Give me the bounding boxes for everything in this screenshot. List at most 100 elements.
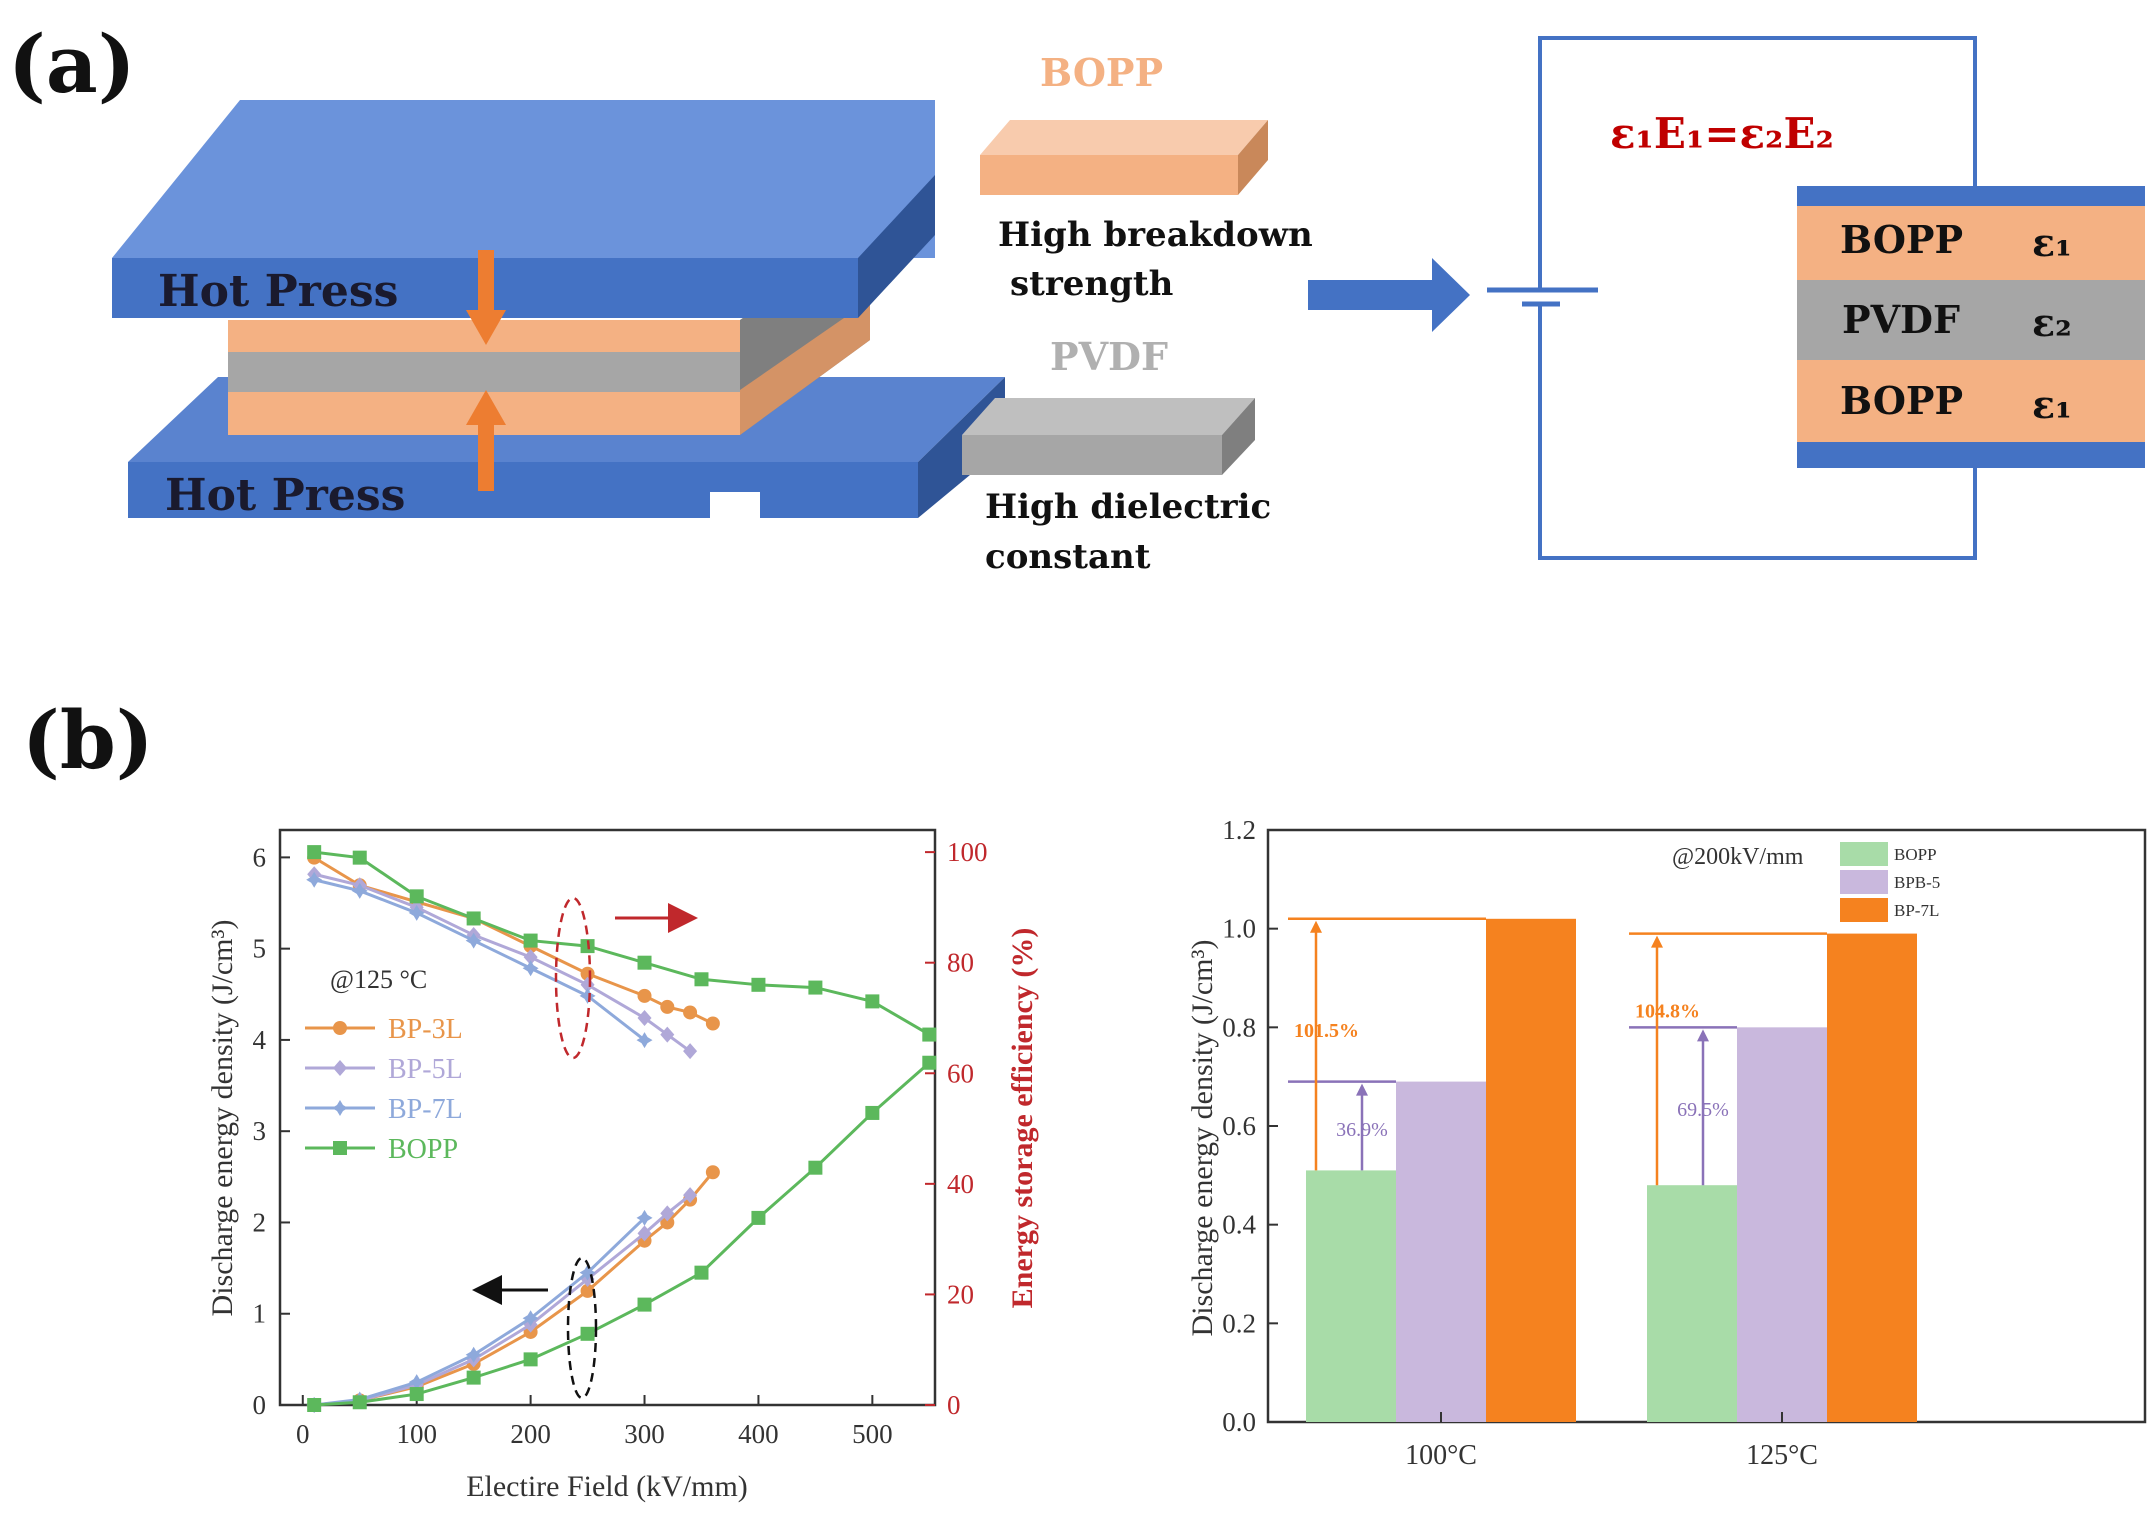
series-bopp-energy-point: [808, 1160, 823, 1175]
series-bopp-efficiency-point: [523, 933, 538, 948]
series-bopp-efficiency-point: [865, 994, 880, 1009]
layer-3-name: BOPP: [1840, 378, 1963, 423]
y2-tick-label: 0: [947, 1390, 961, 1420]
series-bp-3l-energy-point: [580, 1283, 595, 1298]
y-tick-label: 1.2: [1222, 815, 1256, 845]
legend-bopp-label: BOPP: [1894, 845, 1937, 864]
series-bp-3l-energy-point: [705, 1165, 720, 1180]
panel-b: (b) 0 100 200 300 400 5000123456020406080100B…: [22, 693, 2147, 1503]
y-tick-label: 5: [253, 934, 267, 964]
series-bopp-energy-line: [314, 1061, 931, 1407]
line-chart-xlabel: Electire Field (kV/mm): [466, 1470, 748, 1503]
series-bopp-efficiency-point: [637, 955, 652, 970]
series-bp-3l-efficiency-point: [660, 999, 675, 1014]
series-bopp-energy-point: [751, 1210, 766, 1225]
y-tick-label: 0.2: [1222, 1308, 1256, 1338]
series-bopp-efficiency-point: [352, 850, 367, 865]
circuit-diagram: ε₁E₁=ε₂E₂ BOPP ε₁ PVDF ε₂ BOPP ε₁: [1487, 36, 2145, 560]
series-bp-7l-energy-point: [465, 1346, 482, 1363]
legend-bp-5l-marker: [333, 1060, 347, 1076]
legend-bp-7l-marker: [332, 1100, 348, 1116]
bar-bopp-0: [1306, 1170, 1396, 1422]
series-bopp-efficiency-point: [694, 972, 709, 987]
legend-bp-7l-label: BP-7L: [1894, 901, 1939, 920]
y-tick-label: 0.4: [1222, 1210, 1256, 1240]
bopp-desc-line-2: strength: [1010, 264, 1173, 304]
press-arrow-up-icon: [466, 390, 506, 425]
series-bopp-efficiency-point: [466, 911, 481, 926]
legend-bopp-marker: [333, 1141, 347, 1155]
increase-label-top: 101.5%: [1294, 1020, 1359, 1042]
series-bopp-energy-point: [865, 1105, 880, 1120]
layer-1-eps: ε₁: [2032, 220, 2072, 265]
y2-tick-label: 20: [947, 1279, 974, 1309]
series-bopp-energy-point: [637, 1297, 652, 1312]
bar-chart: 0.0 0.2 0.4 0.6 0.8 1.0 1.2 100°C 36.9% 101.5% 125…: [1186, 815, 2147, 1471]
hot-press-bottom-label: Hot Press: [165, 470, 405, 521]
series-bopp-energy-point: [694, 1265, 709, 1280]
series-bp-5l-efficiency-line: [313, 872, 691, 1053]
y-tick-label: 3: [253, 1116, 267, 1146]
circuit-wire: [1538, 36, 1977, 288]
top-plate-side-face: [858, 175, 935, 318]
series-bp-7l-energy-point: [408, 1374, 425, 1391]
press-arrow-up-shaft: [478, 423, 494, 491]
hot-press-top-label: Hot Press: [158, 266, 398, 317]
layer-3-eps: ε₁: [2032, 382, 2072, 427]
bar-bpb-5-0: [1396, 1081, 1486, 1422]
legend-bp-3l-marker: [333, 1021, 347, 1035]
bottom-plate-front-face: [128, 462, 918, 518]
line-chart-ylabel: Discharge energy density (J/cm³): [206, 920, 239, 1317]
y-tick-label: 1.0: [1222, 914, 1256, 944]
series-bp-7l-efficiency-point: [465, 932, 482, 949]
increase-label-mid: 36.9%: [1336, 1119, 1388, 1141]
series-bp-3l-energy-point: [660, 1215, 675, 1230]
x-tick-label: 125°C: [1746, 1440, 1818, 1471]
y-tick-label: 1: [253, 1299, 267, 1329]
top-plate-top-face: [112, 100, 935, 258]
series-bp-3l-efficiency-point: [683, 1005, 698, 1020]
line-chart-y2label: Energy storage efficiency (%): [1006, 928, 1039, 1309]
series-bopp-energy-point: [409, 1387, 424, 1402]
legend-bpb-5-label: BPB-5: [1894, 873, 1940, 892]
series-bopp-efficiency-line: [313, 850, 931, 1036]
line-chart: 0 100 200 300 400 5000123456020406080100BP-3L…: [206, 828, 1039, 1503]
mid-increase-arrow-head: [1697, 1029, 1709, 1042]
pvdf-desc-line-1: High dielectric: [985, 487, 1271, 527]
series-bopp-energy-point: [922, 1055, 937, 1070]
material-legend: BOPP High breakdown strength PVDF High d…: [962, 50, 1313, 577]
series-bp-7l-efficiency-line: [313, 878, 646, 1042]
top-increase-arrow-head: [1651, 935, 1663, 948]
equation: ε₁E₁=ε₂E₂: [1610, 109, 1834, 158]
series-bp-7l-energy-point: [579, 1264, 596, 1281]
electrode-top: [1797, 186, 2145, 206]
legend-bp-5l-label: BP-5L: [388, 1054, 463, 1085]
x-tick-label: 200: [510, 1419, 551, 1449]
series-bp-5l-efficiency-point: [523, 949, 538, 966]
capacitor-layer-2: [1797, 280, 2145, 360]
legend-bopp-label: BOPP: [388, 1134, 458, 1165]
legend-bpb-5-swatch: [1840, 870, 1888, 894]
layer-2-name: PVDF: [1842, 297, 1960, 342]
circuit-wire-bottom: [1538, 305, 1977, 560]
series-bopp-energy-point: [307, 1398, 322, 1412]
x-tick-label: 0: [296, 1419, 310, 1449]
increase-label-mid: 69.5%: [1677, 1099, 1729, 1121]
bottom-plate-notch: [710, 492, 760, 518]
panel-a-label: (a): [8, 17, 136, 111]
y2-tick-label: 80: [947, 948, 974, 978]
pvdf-block-side: [1222, 398, 1255, 475]
series-bp-5l-energy-point: [660, 1205, 675, 1222]
series-bopp-efficiency-point: [409, 889, 424, 904]
electrode-bottom: [1797, 442, 2145, 468]
bar-bp-7l-1: [1827, 933, 1917, 1422]
layer-1-name: BOPP: [1840, 217, 1963, 262]
series-bp-7l-energy-point: [636, 1209, 653, 1226]
y-tick-label: 6: [253, 842, 267, 872]
series-bopp-energy-point: [466, 1370, 481, 1385]
bar-chart-annotation: @200kV/mm: [1672, 844, 1804, 870]
legend-bopp-swatch: [1840, 842, 1888, 866]
y-tick-label: 2: [253, 1207, 267, 1237]
x-tick-label: 300: [624, 1419, 665, 1449]
series-bp-7l-efficiency-point: [522, 960, 539, 977]
